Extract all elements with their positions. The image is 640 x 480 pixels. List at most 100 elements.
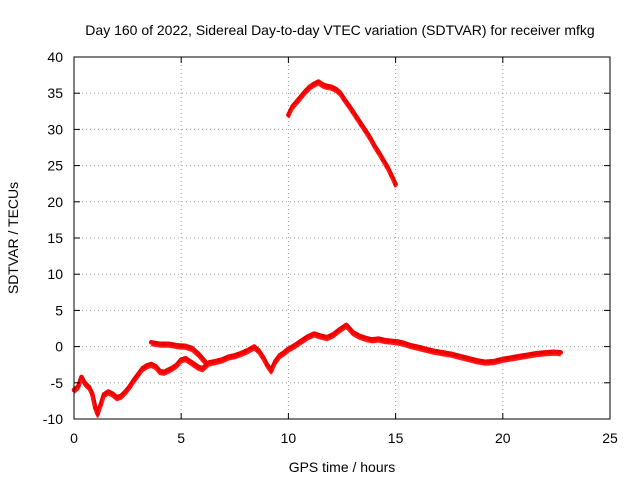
y-tick-label: 0: [55, 339, 63, 355]
series-band-2: [151, 344, 206, 365]
data-point: [170, 365, 175, 370]
data-point: [191, 361, 197, 367]
data-point: [307, 84, 312, 89]
data-point: [256, 348, 261, 353]
data-point: [149, 340, 154, 345]
data-point: [269, 368, 274, 373]
data-point: [408, 343, 413, 348]
data-point: [474, 358, 480, 363]
data-point: [166, 367, 171, 372]
data-point: [119, 393, 124, 398]
data-point: [183, 343, 188, 349]
data-point: [251, 344, 257, 349]
data-point: [483, 359, 488, 364]
data-point: [363, 128, 368, 133]
data-point: [558, 350, 563, 355]
data-point: [393, 182, 398, 187]
x-tick-label: 15: [388, 430, 404, 446]
data-point: [299, 338, 304, 343]
data-point: [331, 332, 336, 337]
data-point: [123, 389, 128, 394]
y-tick-label: 5: [55, 302, 63, 318]
data-point: [376, 149, 381, 154]
y-tick-label: -5: [51, 375, 64, 391]
data-point: [316, 79, 321, 84]
data-point: [219, 357, 225, 362]
data-point: [260, 354, 265, 359]
data-point: [239, 350, 244, 356]
data-point: [189, 345, 195, 351]
data-point: [294, 99, 300, 104]
y-tick-label: 20: [47, 194, 63, 210]
data-point: [299, 93, 304, 99]
data-point: [202, 358, 207, 364]
x-tick-label: 25: [602, 430, 618, 446]
data-point: [140, 366, 145, 371]
x-tick-label: 0: [70, 430, 78, 446]
data-point: [382, 337, 388, 343]
data-point: [149, 361, 154, 367]
series-band-3: [287, 83, 397, 188]
data-point: [95, 411, 100, 417]
data-point: [500, 356, 505, 362]
y-tick-label: 35: [47, 85, 63, 101]
data-point: [359, 122, 364, 127]
data-point: [136, 371, 141, 377]
data-point: [174, 362, 180, 367]
data-point: [449, 351, 454, 356]
data-point: [86, 384, 92, 390]
data-point: [376, 336, 381, 341]
data-point: [166, 341, 171, 346]
data-point: [273, 358, 278, 364]
series-band-1: [73, 326, 561, 418]
data-point: [466, 356, 471, 361]
data-point: [350, 109, 355, 114]
data-point: [106, 389, 111, 394]
data-point: [183, 356, 188, 361]
data-point: [90, 391, 95, 396]
data-point: [402, 340, 407, 346]
data-point: [226, 354, 231, 359]
data-series: [71, 79, 563, 418]
data-point: [324, 335, 330, 340]
data-point: [517, 353, 523, 359]
data-point: [492, 358, 497, 364]
data-point: [82, 380, 87, 385]
data-point: [543, 350, 548, 355]
data-point: [292, 343, 297, 348]
x-tick-label: 10: [281, 430, 297, 446]
data-point: [110, 391, 115, 396]
data-point: [153, 363, 158, 369]
data-point: [187, 358, 192, 364]
data-point: [552, 349, 557, 354]
data-point: [367, 135, 373, 140]
y-tick-label: 30: [47, 121, 63, 137]
data-point: [98, 402, 104, 407]
data-point: [286, 112, 291, 118]
data-point: [380, 156, 385, 162]
data-point: [79, 374, 84, 380]
data-point: [76, 384, 81, 389]
data-point: [341, 96, 347, 102]
data-point: [324, 83, 330, 89]
data-point: [457, 353, 463, 359]
data-point: [161, 369, 167, 375]
x-tick-label: 20: [495, 430, 511, 446]
x-axis-label: GPS time / hours: [289, 459, 396, 475]
data-point: [179, 357, 184, 362]
x-tick-label: 5: [177, 430, 185, 446]
data-point: [432, 348, 437, 354]
data-point: [114, 395, 120, 400]
data-point: [174, 343, 180, 348]
data-point: [346, 102, 351, 108]
y-tick-label: 10: [47, 266, 63, 282]
y-tick-label: 15: [47, 230, 63, 246]
data-point: [509, 355, 514, 360]
data-point: [320, 82, 325, 87]
data-point: [196, 364, 201, 370]
data-point: [372, 143, 377, 148]
data-point: [311, 331, 317, 336]
data-point: [245, 348, 250, 353]
data-point: [389, 338, 394, 343]
